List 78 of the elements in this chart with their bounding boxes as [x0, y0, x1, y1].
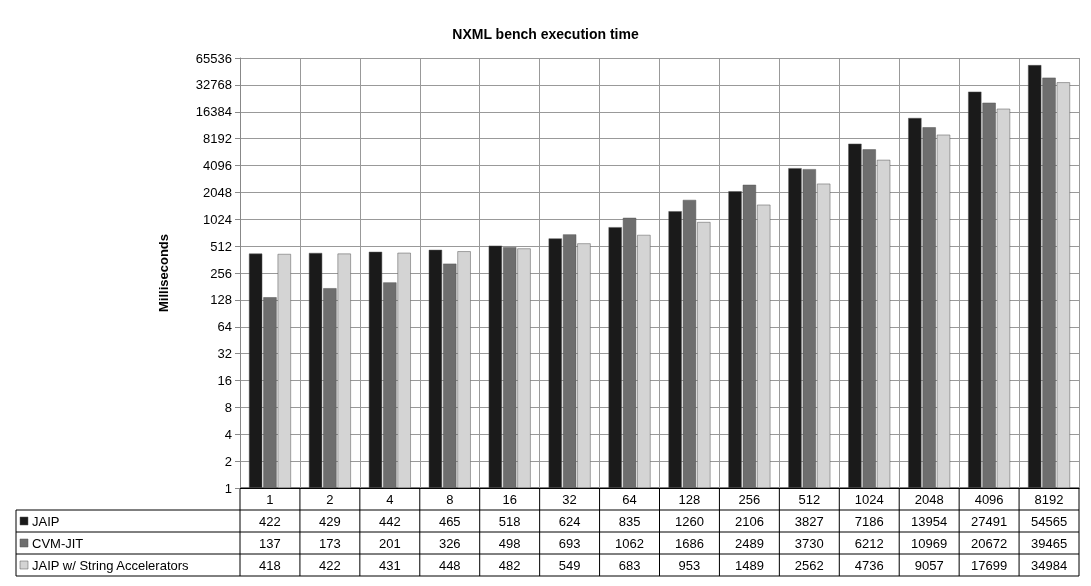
data-label: 173 — [319, 535, 341, 551]
data-label: 624 — [558, 513, 581, 529]
data-label: 54565 — [1030, 513, 1068, 529]
y-tick-label: 1 — [224, 480, 232, 496]
data-label: 3827 — [794, 513, 824, 529]
data-label: 465 — [438, 513, 461, 529]
data-label: 7186 — [854, 513, 884, 529]
data-label: 27491 — [971, 513, 1008, 529]
x-tick-label: 4096 — [974, 492, 1004, 507]
data-label: 2562 — [794, 557, 824, 573]
data-label: 13954 — [911, 513, 948, 529]
y-tick-label: 65536 — [195, 50, 232, 66]
data-label: 683 — [618, 557, 641, 573]
x-tick-label: 64 — [622, 492, 637, 507]
data-label: 953 — [678, 557, 701, 573]
x-tick-label: 8192 — [1034, 492, 1064, 507]
y-tick-label: 16384 — [195, 104, 232, 120]
y-tick-label: 128 — [210, 292, 232, 308]
data-label: 429 — [319, 513, 341, 529]
data-label: 418 — [259, 557, 281, 573]
data-label: 1062 — [615, 535, 644, 551]
data-label: 518 — [498, 513, 521, 529]
data-label: 34984 — [1030, 557, 1068, 573]
data-label: 422 — [319, 557, 341, 573]
x-tick-label: 32 — [562, 492, 577, 507]
y-tick-label: 4096 — [203, 158, 232, 173]
y-tick-label: 16 — [217, 373, 232, 388]
x-tick-label: 512 — [798, 492, 821, 507]
data-label: 201 — [378, 535, 401, 551]
data-label: 326 — [438, 535, 461, 551]
data-label: 422 — [259, 513, 281, 529]
x-tick-label: 1024 — [854, 492, 884, 507]
data-label: 482 — [498, 557, 521, 573]
x-tick-label: 1 — [266, 492, 274, 507]
x-tick-label: 4 — [386, 492, 394, 507]
y-tick-label: 32768 — [195, 77, 232, 93]
y-tick-label: 64 — [217, 319, 232, 335]
y-tick-label: 256 — [210, 265, 232, 281]
data-label: 20672 — [971, 535, 1008, 551]
legend-label: JAIP — [32, 513, 60, 529]
data-label: 1686 — [675, 535, 704, 551]
chart-title: NXML bench execution time — [452, 26, 639, 42]
y-axis-title: Milliseconds — [156, 233, 171, 313]
y-tick-label: 4 — [224, 426, 232, 442]
data-label: 39465 — [1030, 535, 1068, 551]
x-tick-label: 256 — [738, 492, 761, 507]
y-tick-label: 2048 — [203, 184, 232, 200]
data-label: 137 — [259, 535, 281, 551]
data-label: 17699 — [971, 557, 1008, 573]
data-label: 2489 — [734, 535, 764, 551]
legend-label: CVM-JIT — [32, 535, 84, 551]
data-label: 9057 — [914, 557, 944, 573]
data-label: 6212 — [854, 535, 884, 551]
legend-label: JAIP w/ String Accelerators — [32, 557, 190, 573]
data-label: 2106 — [734, 513, 764, 529]
data-label: 549 — [558, 557, 581, 573]
data-label: 498 — [498, 535, 521, 551]
data-label: 4736 — [854, 557, 884, 573]
data-label: 693 — [558, 535, 581, 551]
x-tick-label: 2048 — [914, 492, 944, 507]
x-tick-label: 16 — [502, 492, 517, 507]
y-tick-label: 512 — [210, 238, 232, 254]
data-label: 1489 — [734, 557, 764, 573]
x-tick-label: 2 — [326, 492, 334, 507]
data-label: 3730 — [794, 535, 824, 551]
x-tick-label: 8 — [446, 492, 454, 507]
y-tick-label: 32 — [217, 346, 232, 362]
x-tick-label: 128 — [678, 492, 701, 507]
data-label: 10969 — [911, 535, 948, 551]
data-label: 448 — [438, 557, 461, 573]
y-tick-label: 8192 — [203, 131, 232, 147]
data-label: 431 — [378, 557, 401, 573]
data-label: 442 — [378, 513, 401, 529]
data-label: 1260 — [675, 513, 704, 529]
y-tick-label: 2 — [224, 453, 232, 469]
y-tick-label: 8 — [224, 399, 232, 415]
data-label: 835 — [618, 513, 641, 529]
y-tick-label: 1024 — [203, 211, 232, 227]
